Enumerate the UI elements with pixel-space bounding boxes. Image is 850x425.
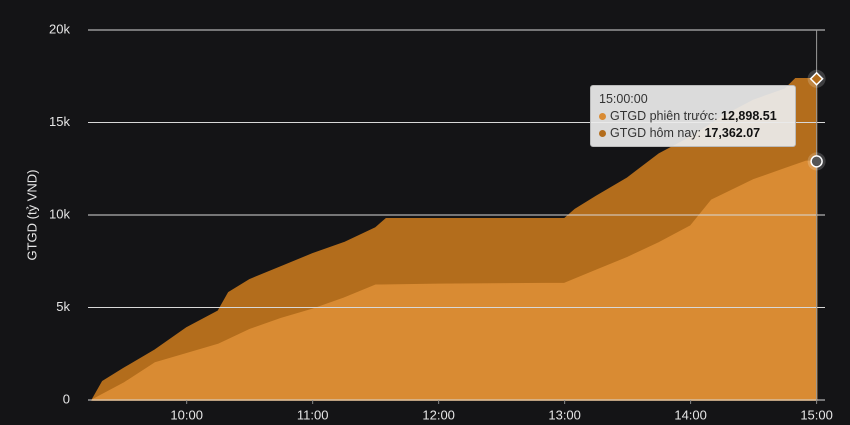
y-tick-label: 5k <box>56 299 70 314</box>
tooltip-title: 15:00:00 <box>599 92 648 106</box>
x-tick-label: 10:00 <box>170 407 203 422</box>
tooltip-label: GTGD hôm nay: <box>610 126 701 140</box>
tooltip-value: 12,898.51 <box>721 109 777 123</box>
tooltip-dot <box>599 113 606 121</box>
y-axis-label: GTGD (tỷ VND) <box>24 170 39 261</box>
x-tick-label: 14:00 <box>674 407 707 422</box>
tooltip: 15:00:00 GTGD phiên trước: 12,898.51 GTGD… <box>590 85 796 147</box>
tooltip-dot <box>599 130 606 138</box>
x-tick-label: 15:00 <box>800 407 833 422</box>
tooltip-row: GTGD hôm nay: 17,362.07 <box>599 126 787 140</box>
tooltip-label: GTGD phiên trước: <box>610 109 718 123</box>
area <box>91 160 818 401</box>
y-tick-label: 20k <box>49 21 70 36</box>
x-tick-label: 12:00 <box>422 407 455 422</box>
hover-marker <box>810 155 823 168</box>
grid <box>88 29 825 401</box>
tooltip-row: GTGD phiên trước: 12,898.51 <box>599 109 787 123</box>
y-tick-label: 15k <box>49 114 70 129</box>
hover-marker <box>809 71 824 86</box>
y-tick-label: 10k <box>49 206 70 221</box>
y-tick-label: 0 <box>63 391 70 406</box>
x-tick-label: 11:00 <box>297 407 329 422</box>
tooltip-value: 17,362.07 <box>704 126 761 140</box>
x-tick-label: 13:00 <box>548 407 581 422</box>
